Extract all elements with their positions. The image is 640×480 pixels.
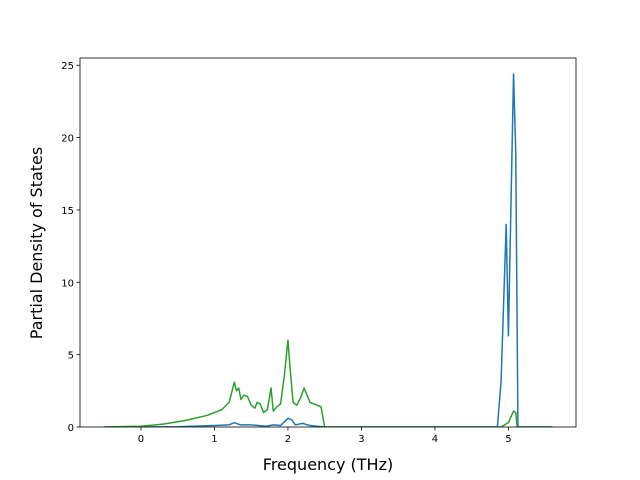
x-tick-label: 0 [138,434,144,445]
y-axis-label: Partial Density of States [27,147,46,339]
y-tick-label: 0 [68,423,74,434]
x-tick-label: 3 [358,434,364,445]
axes-frame [79,57,577,428]
y-tick-label: 25 [61,61,74,72]
data-line [104,339,553,427]
data-line [104,73,553,427]
y-tick-label: 20 [61,134,74,145]
y-tick-label: 5 [68,351,74,362]
x-tick-label: 4 [432,434,438,445]
y-tick-label: 15 [61,206,74,217]
x-axis-label: Frequency (THz) [263,455,393,474]
x-tick-label: 1 [211,434,217,445]
plot-area [104,73,553,427]
y-tick-label: 10 [61,278,74,289]
x-tick-label: 2 [285,434,291,445]
x-tick-label: 5 [505,434,511,445]
